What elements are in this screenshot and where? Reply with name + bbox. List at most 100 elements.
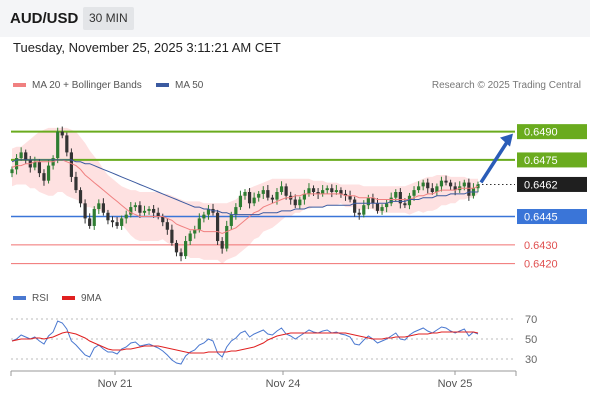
candle-body: [229, 214, 233, 226]
candle-body: [78, 190, 83, 204]
level-label-0.6445: 0.6445: [524, 212, 558, 224]
candle-body: [129, 207, 133, 215]
ma20-line: [11, 159, 479, 235]
forecast-arrow-head: [500, 133, 513, 147]
candle-body: [302, 193, 306, 200]
candle-body: [462, 182, 466, 187]
rsi-tick-30: 30: [525, 354, 537, 366]
candle-body: [106, 212, 110, 221]
candle-body: [161, 216, 165, 223]
candle-body: [206, 208, 211, 215]
candle-body: [275, 192, 279, 200]
candle-body: [448, 182, 453, 187]
symbol-label: AUD/USD: [10, 10, 79, 27]
candle-body: [316, 192, 320, 194]
candle-body: [385, 203, 389, 208]
candle-body: [298, 199, 302, 206]
rsi-swatch: [13, 296, 26, 301]
candle-body: [156, 212, 160, 217]
candle-body: [170, 229, 174, 243]
candle-body: [69, 152, 73, 177]
level-label-0.6430: 0.6430: [524, 240, 558, 252]
candle-body: [417, 186, 421, 191]
candle-body: [92, 208, 96, 226]
candle-body: [334, 190, 338, 192]
x-tick-label: Nov 25: [438, 378, 473, 390]
candle-body: [247, 192, 252, 204]
level-label-0.6475: 0.6475: [524, 155, 558, 167]
candle-body: [394, 192, 398, 198]
level-label-0.6462: 0.6462: [524, 179, 558, 191]
candle-body: [60, 131, 64, 136]
candle-body: [467, 182, 471, 196]
candle-body: [19, 152, 23, 159]
candle-body: [215, 212, 220, 242]
candle-body: [188, 233, 192, 242]
candle-body: [88, 218, 92, 226]
research-credit: Research © 2025 Trading Central: [431, 80, 581, 91]
candle-body: [197, 218, 201, 230]
candle-body: [184, 241, 188, 257]
candle-body: [14, 158, 19, 170]
candle-body: [257, 193, 261, 198]
rsi-tick-50: 50: [525, 334, 537, 346]
legend-ma20-label: MA 20 + Bollinger Bands: [32, 80, 142, 91]
timestamp: Tuesday, November 25, 2025 3:11:21 AM CE…: [13, 40, 281, 55]
candle-body: [279, 186, 284, 192]
candle-body: [101, 203, 105, 213]
candle-body: [330, 188, 334, 192]
candle-body: [225, 225, 229, 249]
candle-body: [83, 203, 87, 219]
rsi-tick-70: 70: [525, 314, 537, 326]
candle-body: [174, 242, 179, 253]
candle-body: [193, 229, 197, 234]
candle-body: [46, 165, 51, 181]
legend-9ma-label: 9MA: [81, 293, 102, 304]
ma50-swatch: [156, 83, 169, 88]
candle-body: [307, 188, 311, 194]
candle-body: [398, 192, 402, 204]
forecast-arrow-shaft: [479, 139, 510, 184]
candle-body: [115, 222, 119, 226]
candle-body: [238, 195, 243, 208]
candle-body: [421, 182, 425, 187]
timeframe-badge[interactable]: 30 MIN: [83, 7, 134, 30]
legend-ma20: MA 20 + Bollinger Bands: [13, 80, 142, 91]
candle-body: [389, 197, 393, 204]
candle-body: [138, 205, 142, 213]
candle-body: [243, 192, 247, 196]
legend-rsi-label: RSI: [32, 293, 49, 304]
candle-body: [321, 190, 325, 194]
candle-body: [120, 218, 124, 226]
level-label-0.6420: 0.6420: [524, 259, 558, 271]
candle-body: [407, 195, 412, 206]
candle-body: [357, 212, 361, 215]
candle-body: [325, 188, 329, 191]
legend-rsi: RSI: [13, 293, 49, 304]
candle-body: [133, 205, 137, 208]
candle-body: [24, 152, 28, 160]
candle-body: [56, 131, 60, 159]
level-tag-0.6445: [517, 209, 587, 225]
candle-body: [311, 188, 316, 192]
legend-9ma: 9MA: [62, 293, 102, 304]
x-tick-label: Nov 24: [266, 378, 301, 390]
candle-body: [74, 176, 78, 191]
level-tag-0.6490: [517, 124, 587, 140]
candle-body: [33, 161, 37, 168]
candle-body: [375, 203, 380, 211]
candle-body: [284, 186, 288, 196]
ma9-swatch: [62, 296, 75, 301]
candle-body: [353, 199, 357, 213]
candle-body: [234, 207, 238, 215]
ma20-swatch: [13, 83, 26, 88]
candle-body: [444, 180, 448, 183]
candle-body: [348, 195, 352, 200]
candle-body: [152, 208, 156, 213]
rsi-line: [11, 320, 479, 365]
candle-body: [362, 205, 366, 215]
candle-body: [220, 241, 224, 249]
candle-body: [37, 161, 42, 174]
